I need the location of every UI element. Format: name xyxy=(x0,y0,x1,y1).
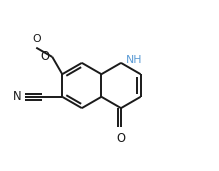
Text: O: O xyxy=(40,50,49,63)
Text: O: O xyxy=(117,132,125,145)
Text: O: O xyxy=(32,34,41,44)
Text: N: N xyxy=(13,90,22,103)
Text: NH: NH xyxy=(126,55,142,65)
